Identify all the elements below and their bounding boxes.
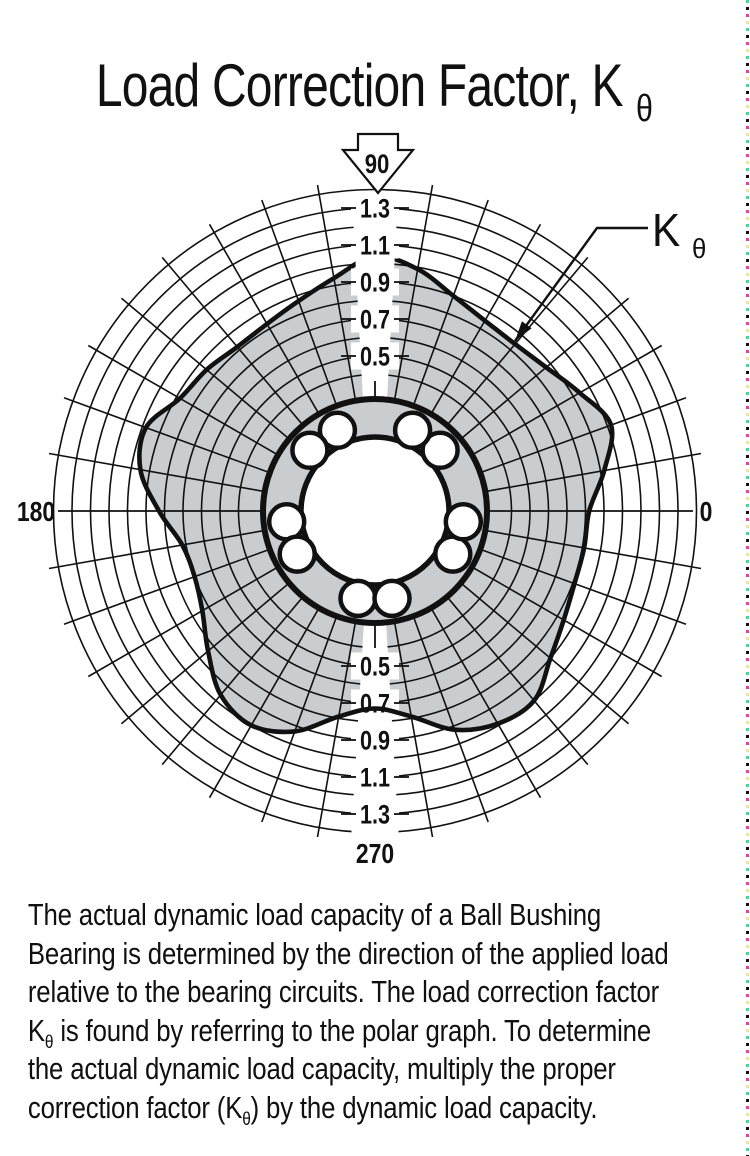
grid-spoke [48,530,263,570]
grid-spoke [208,609,319,799]
ktheta-callout-label: K θ [652,205,706,264]
page-title: Load Correction Factor, K θ [96,52,652,130]
bearing-ball [420,430,460,471]
ktheta-callout-subscript: θ [692,233,706,264]
angle-label-270: 270 [356,839,394,870]
scale-label-box [351,194,399,222]
grid-spoke [261,617,337,823]
grid-spoke [161,256,303,425]
grid-spoke [461,583,630,725]
angle-label-0: 0 [700,497,713,528]
grid-spoke [473,344,663,455]
grid-spoke [316,623,356,838]
caption-block: The actual dynamic load capacity of a Ba… [0,896,750,1127]
bearing-ball [392,410,433,451]
grid-spoke [481,549,687,625]
grid-spoke [120,583,289,725]
scale-label: 0.7 [360,305,390,335]
page-title-subscript: θ [636,88,652,130]
caption-paragraph: The actual dynamic load capacity of a Ba… [0,896,750,1127]
polar-chart-generated: 0.5 0.7 0.9 1.1 1.3 1.3 1.1 0.9 0.7 0.5 [48,184,702,840]
grid-spoke [87,567,277,678]
grid-spoke [394,623,434,838]
bearing-ball [338,578,378,619]
grid-spoke [473,567,663,678]
caption-line: the actual dynamic load capacity, multip… [27,1052,616,1086]
grid-spoke [161,597,303,766]
scale-label: 1.1 [360,763,390,793]
ktheta-curve [137,253,615,735]
grid-spoke [48,452,263,492]
scale-label-box [351,800,399,828]
ktheta-arrowhead-icon [515,321,532,341]
scale-label-box [351,763,399,791]
scale-label-box [351,231,399,259]
scale-label: 0.5 [360,652,390,682]
grid-spoke [487,452,702,492]
angle-90-arrow-icon [340,132,416,195]
page-title-text: Load Correction Factor, K [96,52,623,119]
bearing-ball [266,502,307,542]
grid-spoke [431,223,542,413]
grid-spoke [487,530,702,570]
scale-label: 1.3 [360,800,390,830]
grid-spoke [447,256,589,425]
grid-spoke [431,609,542,799]
bearing-ball [372,578,412,619]
scale-label: 0.9 [360,726,390,756]
scale-label-box [351,268,399,296]
caption-line: Bearing is determined by the direction o… [27,936,669,971]
scale-label-box [351,305,399,333]
caption-line: relative to the bearing circuits. The lo… [27,975,660,1009]
grid-spoke [394,184,434,399]
grid-spoke [413,617,489,823]
ktheta-leader-line [514,226,648,342]
scale-label: 1.1 [360,231,390,261]
bearing-ball [277,534,317,574]
grid-spoke [208,223,319,413]
scale-label-box [351,726,399,754]
angle-label-180: 180 [17,497,55,528]
bearing-ball [443,502,484,542]
registration-dash-border [745,0,749,1156]
grid-spoke [63,549,269,625]
caption-line: Kθ is found by referring to the polar gr… [27,1013,652,1052]
theta-subscript: θ [44,1030,54,1052]
scale-label-box [351,652,399,680]
grid-spoke [87,344,277,455]
polar-chart: 0.5 0.7 0.9 1.1 1.3 1.3 1.1 0.9 0.7 0.5 Load Corr… [17,52,713,870]
grid-spoke [481,397,687,473]
ktheta-callout-k: K [652,205,680,256]
scale-label-box [351,342,399,370]
scale-label: 0.9 [360,268,390,298]
bearing-ball [290,430,330,471]
scale-label: 0.7 [360,689,390,719]
theta-subscript: θ [242,1107,251,1129]
caption-line: correction factor (Kθ) by the dynamic lo… [27,1090,598,1129]
grid-spoke [63,397,269,473]
scale-label: 1.3 [360,194,390,224]
bearing-ball [317,410,358,451]
bearing-ball [433,534,473,574]
scale-label: 0.5 [360,342,390,372]
chart-annotations: Load Correction Factor, K θ 90 180 0 270… [17,52,713,870]
grid-spoke [447,597,589,766]
angle-label-90: 90 [365,150,390,180]
grid-spoke [316,184,356,399]
grid-spoke [120,297,289,439]
caption-line: The actual dynamic load capacity of a Ba… [27,898,602,932]
grid-spoke [413,199,489,405]
